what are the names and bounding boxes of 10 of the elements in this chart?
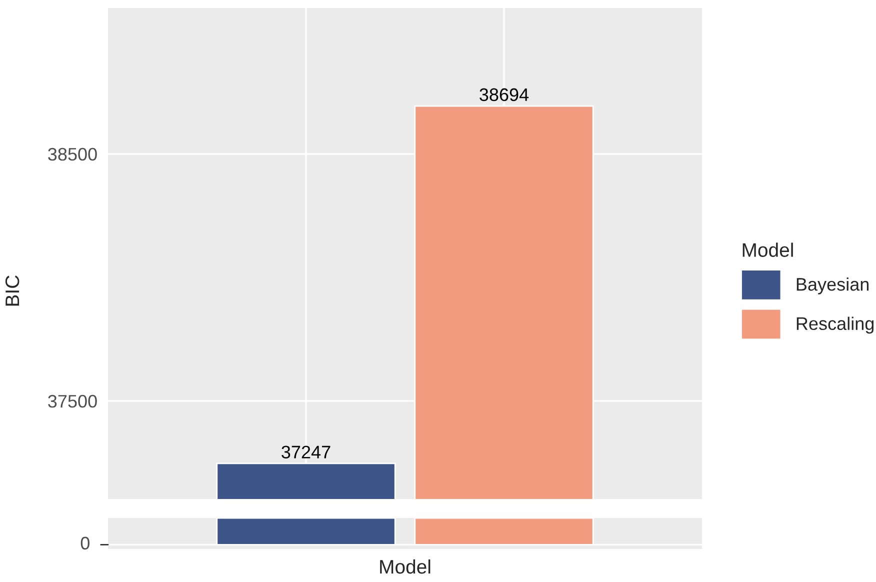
y-tick-label: 37500 [48,394,97,408]
text: 0 [80,536,90,550]
legend-label: Rescaling [796,316,874,334]
data-label: 37247 [282,446,330,458]
y-axis-title: BIC [5,276,20,306]
data-label: 38694 [480,88,529,102]
legend-title: Model [742,242,793,257]
y-tick-label: 38500 [48,148,97,161]
x-axis-title: Model [380,559,430,574]
legend-label: Bayesian [796,278,869,294]
